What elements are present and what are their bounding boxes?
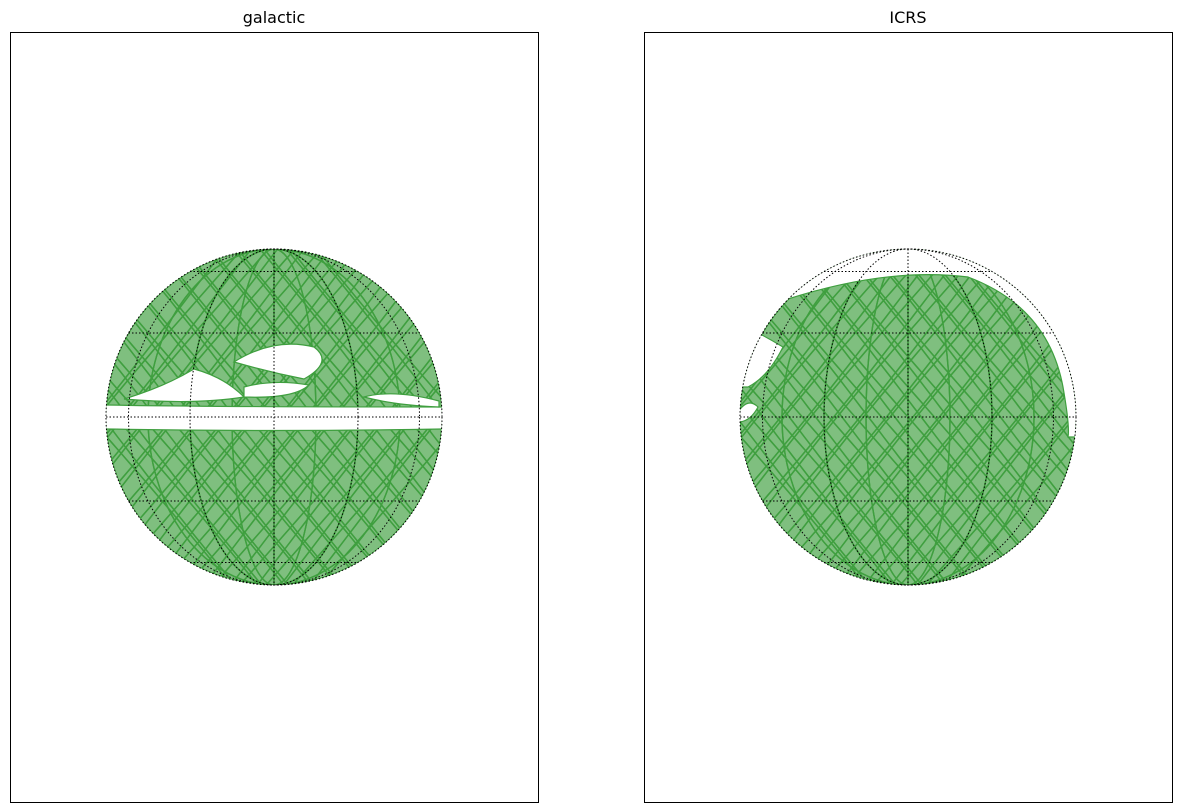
galactic-coverage-gap xyxy=(361,393,440,408)
galactic-coverage-gap xyxy=(232,343,323,380)
icrs-panel-title: ICRS xyxy=(889,8,927,27)
icrs-grid-line xyxy=(740,249,1017,585)
galactic-coverage-gap xyxy=(243,381,311,398)
galactic-grid-line xyxy=(106,249,272,585)
icrs-map xyxy=(644,32,1173,803)
icrs-grid-line xyxy=(839,249,1076,585)
galactic-grid-line xyxy=(271,249,442,585)
icrs-grid-line xyxy=(786,249,1076,585)
icrs-grid-line xyxy=(740,249,911,585)
icrs-limb xyxy=(739,248,1077,586)
galactic-grid-line xyxy=(106,249,277,585)
galactic-limb xyxy=(105,248,443,586)
icrs-grid-line xyxy=(740,249,964,585)
icrs-coverage-gap xyxy=(740,402,759,423)
icrs-grid-line xyxy=(812,249,1076,585)
icrs-graticule xyxy=(739,248,1077,586)
galactic-panel-title: galactic xyxy=(242,8,306,27)
galactic-coverage-gap xyxy=(123,368,246,403)
icrs-grid-line xyxy=(865,249,1076,585)
icrs-grid-line xyxy=(740,249,991,585)
galactic-graticule xyxy=(105,248,443,586)
galactic-map xyxy=(10,32,539,803)
galactic-grid-line xyxy=(276,249,442,585)
icrs-grid-line xyxy=(905,249,1076,585)
icrs-grid-line xyxy=(740,249,938,585)
